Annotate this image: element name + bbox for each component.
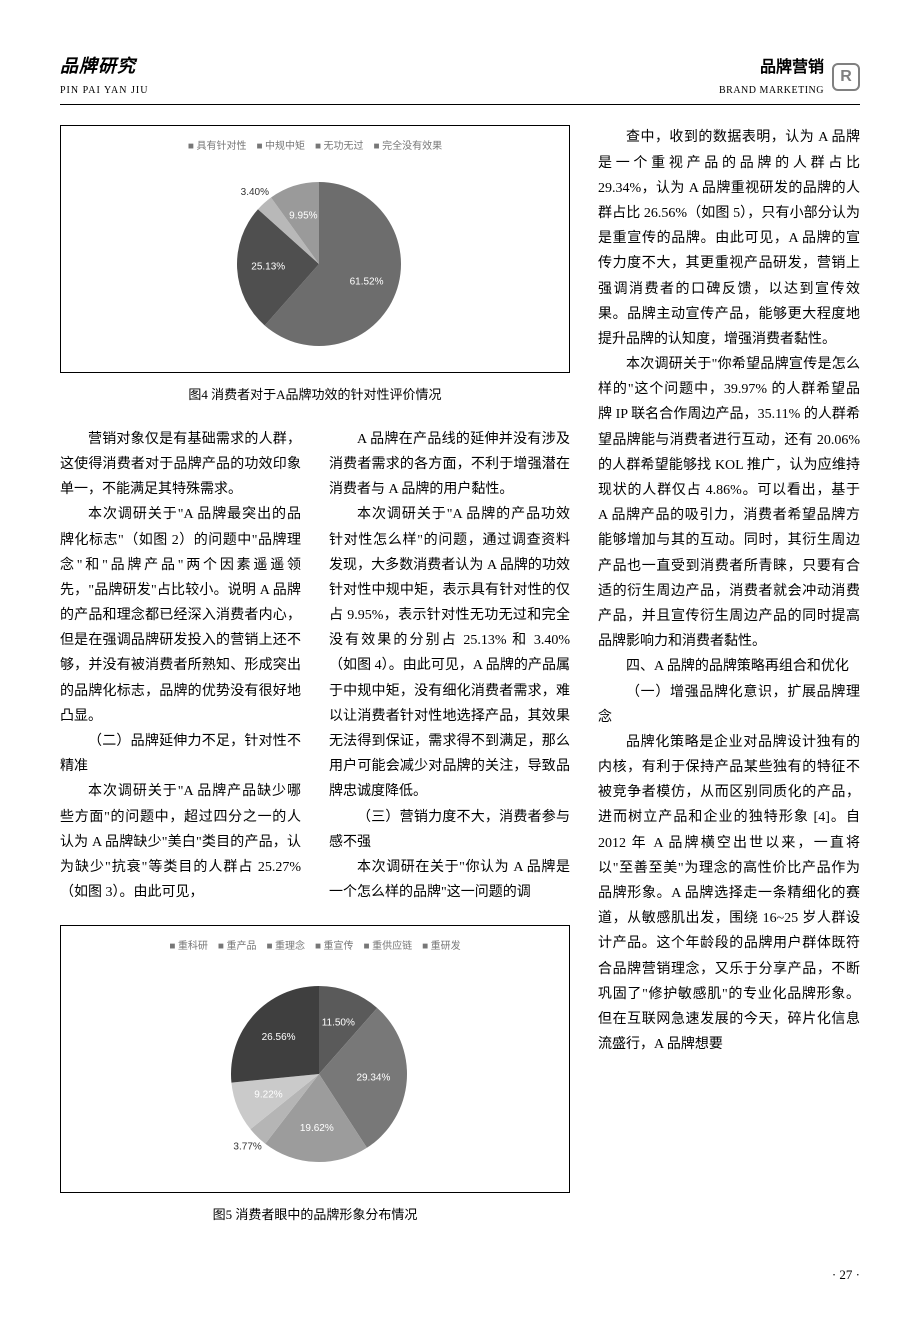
slice-label: 9.95%	[289, 211, 317, 222]
para: 本次调研关于"A 品牌最突出的品牌化标志"（如图 2）的问题中"品牌理念"和"品…	[60, 502, 301, 729]
header-left: 品牌研究 PIN PAI YAN JIU	[60, 50, 148, 100]
para: 本次调研关于"你希望品牌宣传是怎么样的"这个问题中，39.97% 的人群希望品牌…	[598, 352, 860, 654]
header-right-cn: 品牌营销	[760, 54, 824, 83]
body-text-columns: 营销对象仅是有基础需求的人群，这使得消费者对于品牌产品的功效印象单一，不能满足其…	[60, 427, 570, 906]
para: 查中，收到的数据表明，认为 A 品牌是一个重视产品的品牌的人群占比 29.34%…	[598, 125, 860, 352]
header-left-pinyin: PIN PAI YAN JIU	[60, 82, 148, 100]
legend-item: ■ 重宣传	[315, 938, 354, 956]
legend-label: ■ 重理念	[266, 938, 305, 956]
legend-item: ■ 重理念	[266, 938, 305, 956]
para: 营销对象仅是有基础需求的人群，这使得消费者对于品牌产品的功效印象单一，不能满足其…	[60, 427, 301, 503]
legend-label: ■ 无功无过	[315, 138, 364, 156]
chart4-pie: 61.52% 25.13% 3.40% 9.95%	[69, 164, 569, 364]
para: 本次调研关于"A 品牌产品缺少哪些方面"的问题中，超过四分之一的人认为 A 品牌…	[60, 779, 301, 905]
slice-label: 9.22%	[254, 1090, 282, 1101]
para: A 品牌在产品线的延伸并没有涉及消费者需求的各方面，不利于增强潜在消费者与 A …	[329, 427, 570, 503]
legend-label: ■ 重宣传	[315, 938, 354, 956]
para: 四、A 品牌的品牌策略再组合和优化	[598, 654, 860, 679]
header-right-en: BRAND MARKETING	[719, 82, 824, 100]
para: 本次调研在关于"你认为 A 品牌是一个怎么样的品牌"这一问题的调	[329, 855, 570, 905]
page-header: 品牌研究 PIN PAI YAN JIU 品牌营销 BRAND MARKETIN…	[60, 50, 860, 105]
right-column-block: 查中，收到的数据表明，认为 A 品牌是一个重视产品的品牌的人群占比 29.34%…	[598, 125, 860, 1057]
legend-label: ■ 重供应链	[364, 938, 413, 956]
chart4-caption: 图4 消费者对于A品牌功效的针对性评价情况	[60, 383, 570, 406]
legend-item: ■ 完全没有效果	[374, 138, 443, 156]
r-badge-icon: R	[832, 63, 860, 91]
legend-label: ■ 重研发	[422, 938, 461, 956]
chart4-container: ■ 具有针对性 ■ 中规中矩 ■ 无功无过 ■ 完全没有效果 61.52% 25.13%…	[60, 125, 570, 373]
slice-label: 29.34%	[356, 1073, 390, 1084]
header-left-cn: 品牌研究	[60, 50, 148, 82]
legend-item: ■ 重研发	[422, 938, 461, 956]
legend-label: ■ 完全没有效果	[374, 138, 443, 156]
para: （二）品牌延伸力不足，针对性不精准	[60, 729, 301, 779]
legend-item: ■ 无功无过	[315, 138, 364, 156]
legend-item: ■ 重产品	[218, 938, 257, 956]
page-number: · 27 ·	[60, 1263, 860, 1286]
chart5-caption: 图5 消费者眼中的品牌形象分布情况	[60, 1203, 570, 1226]
left-column-block: ■ 具有针对性 ■ 中规中矩 ■ 无功无过 ■ 完全没有效果 61.52% 25.13%…	[60, 125, 570, 1246]
para: （一）增强品牌化意识，扩展品牌理念	[598, 680, 860, 730]
legend-label: ■ 具有针对性	[188, 138, 247, 156]
para: 品牌化策略是企业对品牌设计独有的内核，有利于保持产品某些独有的特征不被竞争者模仿…	[598, 730, 860, 1057]
legend-item: ■ 具有针对性	[188, 138, 247, 156]
slice-label: 19.62%	[300, 1123, 334, 1134]
legend-label: ■ 重产品	[218, 938, 257, 956]
para: 本次调研关于"A 品牌的产品功效针对性怎么样"的问题，通过调查资料发现，大多数消…	[329, 502, 570, 804]
header-right-text: 品牌营销 BRAND MARKETING	[719, 54, 824, 101]
legend-item: ■ 重供应链	[364, 938, 413, 956]
legend-item: ■ 重科研	[169, 938, 208, 956]
chart4-legend: ■ 具有针对性 ■ 中规中矩 ■ 无功无过 ■ 完全没有效果	[69, 138, 561, 156]
slice-label: 3.40%	[241, 188, 269, 199]
slice-label: 25.13%	[251, 262, 285, 273]
para: （三）营销力度不大，消费者参与感不强	[329, 805, 570, 855]
legend-label: ■ 中规中矩	[256, 138, 305, 156]
slice-label: 61.52%	[350, 277, 384, 288]
chart5-container: ■ 重科研 ■ 重产品 ■ 重理念 ■ 重宣传 ■ 重供应链 ■ 重研发 11.50% 29…	[60, 925, 570, 1193]
header-right: 品牌营销 BRAND MARKETING R	[719, 54, 860, 101]
legend-item: ■ 中规中矩	[256, 138, 305, 156]
main-content-row: ■ 具有针对性 ■ 中规中矩 ■ 无功无过 ■ 完全没有效果 61.52% 25.13%…	[60, 125, 860, 1246]
slice-label: 26.56%	[262, 1032, 296, 1043]
chart5-legend: ■ 重科研 ■ 重产品 ■ 重理念 ■ 重宣传 ■ 重供应链 ■ 重研发	[69, 938, 561, 956]
legend-label: ■ 重科研	[169, 938, 208, 956]
slice-label: 3.77%	[233, 1142, 261, 1153]
slice-label: 11.50%	[322, 1018, 355, 1029]
chart5-pie: 11.50% 29.34% 19.62% 3.77% 9.22% 26.56%	[69, 964, 569, 1184]
